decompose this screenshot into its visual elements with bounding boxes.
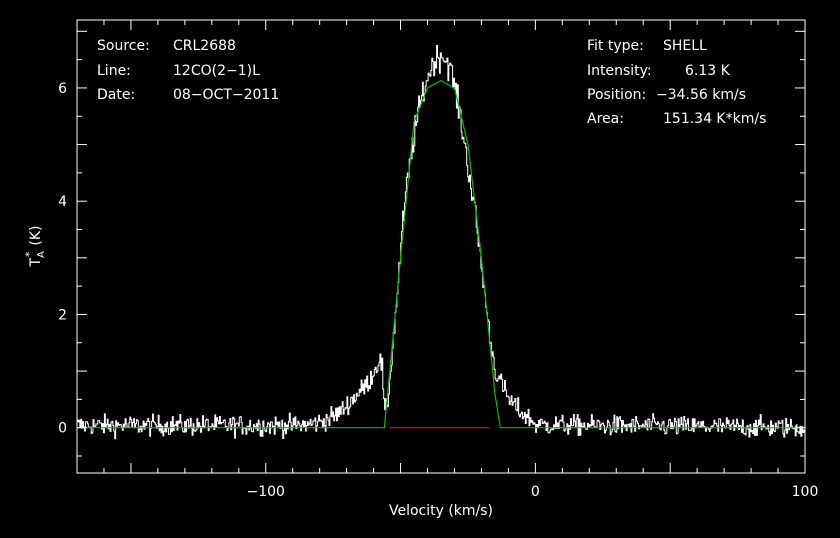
y-tick-label: 0 [58, 421, 67, 437]
info-source-key: Source: [97, 38, 150, 54]
info-area-value: 151.34 K*km/s [663, 111, 766, 127]
y-label-sup: * [23, 251, 36, 257]
axis-ticks: −100 0 100 0 2 4 6 [58, 20, 818, 500]
info-intensity-key: Intensity: [587, 63, 652, 79]
y-label-main: T [28, 258, 44, 268]
x-axis-label: Velocity (km/s) [389, 503, 493, 519]
y-label-sub: A [36, 251, 47, 258]
fit-curve [77, 79, 805, 429]
x-tick-label: 100 [792, 484, 819, 500]
info-line-key: Line: [97, 63, 131, 79]
x-tick-label: −100 [247, 484, 285, 500]
y-axis-label: TA* (K) [23, 225, 47, 267]
y-tick-label: 6 [58, 81, 67, 97]
info-area-key: Area: [587, 111, 624, 127]
info-fit-type-key: Fit type: [587, 38, 644, 54]
y-tick-label: 4 [58, 194, 67, 210]
x-tick-label: 0 [531, 484, 540, 500]
info-source-value: CRL2688 [173, 38, 236, 54]
spectrum-line [77, 45, 806, 440]
svg-text:TA*(K): TA* (K) [23, 225, 47, 267]
info-position-key: Position: [587, 87, 646, 103]
y-tick-label: 2 [58, 307, 67, 323]
info-date-value: 08−OCT−2011 [173, 87, 279, 103]
plot-frame [76, 19, 806, 474]
info-fit-type-value: SHELL [663, 38, 707, 54]
info-date-key: Date: [97, 87, 135, 103]
info-position-value: −34.56 km/s [656, 87, 746, 103]
y-label-unit: (K) [28, 225, 44, 245]
info-right-panel: Fit type: SHELL Intensity: 6.13 K Positi… [587, 38, 766, 127]
info-intensity-value: 6.13 K [685, 63, 731, 79]
info-left-panel: Source: CRL2688 Line: 12CO(2−1)L Date: 0… [97, 38, 279, 103]
info-line-value: 12CO(2−1)L [173, 63, 260, 79]
